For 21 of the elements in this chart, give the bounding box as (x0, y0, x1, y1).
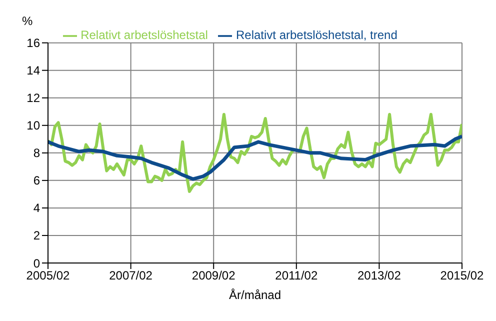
y-tick-label: 14 (26, 64, 40, 78)
legend-label: Relativt arbetslöshetstal (80, 28, 208, 42)
y-tick-label: 6 (33, 174, 40, 188)
y-tick-label: 2 (33, 228, 40, 243)
y-axis-title: % (22, 14, 33, 28)
legend-label: Relativt arbetslöshetstal, trend (236, 28, 398, 42)
line-series (48, 134, 462, 181)
y-tick-label: 8 (33, 146, 40, 160)
x-tick-label: 2005/02 (26, 268, 70, 283)
y-tick-label: 0 (33, 256, 40, 270)
x-tick-label: 2011/02 (275, 268, 318, 283)
y-tick-label: 4 (33, 201, 40, 216)
x-tick-label: 2009/02 (192, 268, 236, 283)
x-axis-title: År/månad (228, 288, 282, 302)
x-tick-label: 2013/02 (358, 268, 402, 283)
line-series (48, 112, 462, 193)
x-tick-label: 2015/02 (440, 268, 484, 283)
y-tick-label: 12 (26, 91, 40, 106)
y-tick-label: 10 (26, 118, 40, 133)
y-tick-label: 16 (26, 36, 40, 50)
x-tick-label: 2007/02 (109, 268, 153, 283)
